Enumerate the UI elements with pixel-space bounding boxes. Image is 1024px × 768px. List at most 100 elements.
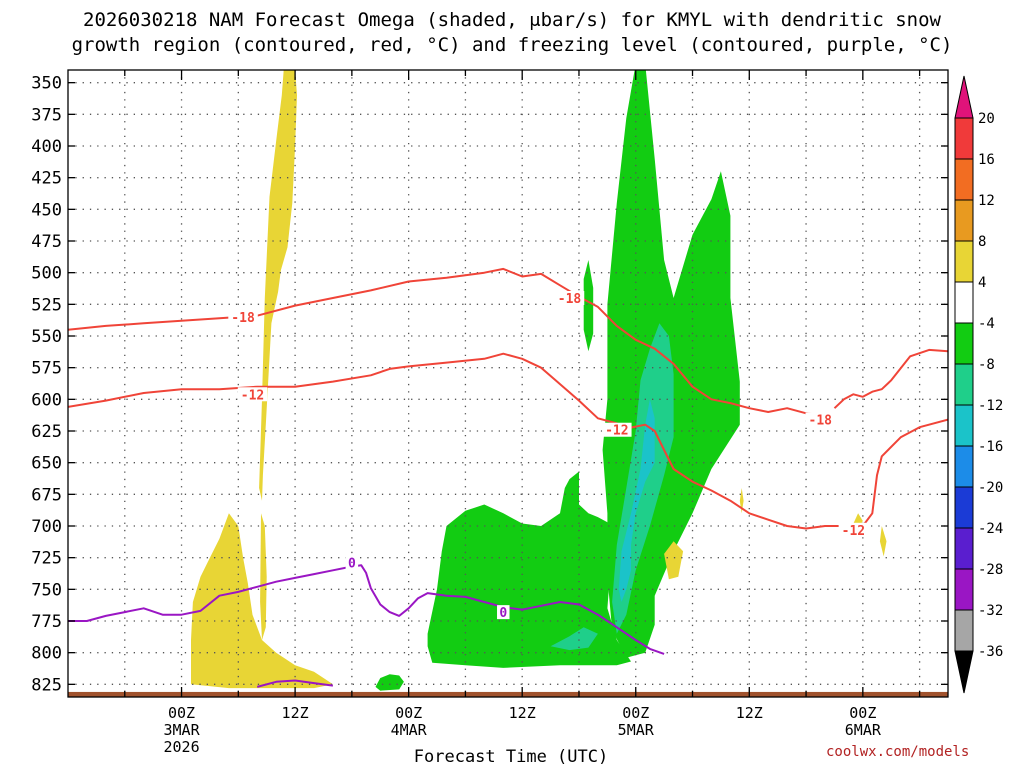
omega-region-8	[191, 513, 333, 689]
y-tick-label: 475	[31, 232, 62, 252]
contour-label-bg	[237, 387, 268, 402]
colorbar-label: -12	[978, 398, 1003, 414]
omega-region-1	[583, 260, 594, 352]
contour-label-3-1: 0	[499, 606, 507, 621]
colorbar-label: -24	[978, 521, 1003, 537]
colorbar-bin-8	[954, 445, 974, 488]
colorbar: 20 16 12 8 4 -4 -8 -12 -16 -20 -24 -28 -32 -36	[954, 75, 1003, 694]
x-tick-label: 00Z	[849, 704, 876, 722]
colorbar-label: 20	[978, 111, 995, 127]
colorbar-bin-9	[954, 486, 974, 529]
contour-label-bg	[805, 412, 836, 427]
omega-region-3	[375, 674, 404, 691]
colorbar-bin-1	[954, 158, 974, 201]
grid-layer	[68, 70, 948, 697]
y-tick-label: 725	[31, 549, 62, 569]
omega-region-6	[618, 399, 655, 602]
x-tick-label: 3MAR	[163, 721, 200, 739]
colorbar-label: -20	[978, 480, 1003, 496]
y-tick-label: 450	[31, 200, 62, 220]
y-tick-label: 775	[31, 612, 62, 632]
colorbar-label: -28	[978, 562, 1003, 578]
x-tick-label: 12Z	[509, 704, 536, 722]
y-tick-label: 650	[31, 454, 62, 474]
y-tick-label: 525	[31, 295, 62, 315]
chart-title-line-1: 2026030218 NAM Forecast Omega (shaded, μ…	[83, 9, 941, 31]
chart-title-line-2: growth region (contoured, red, °C) and f…	[71, 34, 953, 56]
y-tick-label: 700	[31, 517, 62, 537]
ground-layer	[68, 691, 948, 697]
colorbar-label: -36	[978, 644, 1003, 660]
x-tick-label: 2026	[163, 738, 199, 756]
y-tick-label: 750	[31, 580, 62, 600]
x-tick-label: 00Z	[395, 704, 422, 722]
omega-region-5	[550, 627, 598, 651]
colorbar-bin-11	[954, 568, 974, 611]
contour-line-2	[833, 348, 948, 409]
contour-label-0-1: -18	[558, 292, 582, 307]
y-tick-label: 550	[31, 327, 62, 347]
y-tick-label: 825	[31, 675, 62, 695]
contour-label-3-0: 0	[348, 557, 356, 572]
y-tick-label: 500	[31, 264, 62, 284]
contour-label-0-0: -18	[231, 311, 255, 326]
y-tick-label: 675	[31, 485, 62, 505]
colorbar-label: -16	[978, 439, 1003, 455]
colorbar-label: -32	[978, 603, 1003, 619]
y-tick-label: 600	[31, 390, 62, 410]
omega-region-2	[427, 471, 631, 668]
colorbar-label: 16	[978, 152, 995, 168]
x-tick-label: 00Z	[622, 704, 649, 722]
omega-region-7	[259, 70, 297, 501]
ground-strip	[68, 691, 948, 697]
x-tick-label: 5MAR	[618, 721, 655, 739]
colorbar-bin-5	[954, 322, 974, 365]
contour-label-bg	[838, 522, 869, 537]
contour-label-1-2: -12	[842, 524, 865, 539]
x-tick-label: 6MAR	[845, 721, 882, 739]
y-tick-label: 800	[31, 644, 62, 664]
colorbar-bin-4	[954, 281, 974, 324]
contour-line-4	[256, 679, 334, 688]
colorbar-over-arrow	[954, 75, 974, 119]
colorbar-label: 8	[978, 234, 986, 250]
contour-label-bg	[345, 555, 359, 570]
contour-line-1	[68, 352, 948, 530]
contour-label-0-2: -18	[809, 414, 833, 429]
contour-label-bg	[554, 291, 585, 305]
x-tick-label: 12Z	[282, 704, 309, 722]
axes-layer: 350 375 400 425 450 475 500 525 550 575 600 625 650 6…	[31, 69, 949, 756]
y-tick-label: 400	[31, 137, 62, 157]
colorbar-bin-0	[954, 117, 974, 160]
y-tick-label: 350	[31, 74, 62, 94]
colorbar-bin-6	[954, 363, 974, 406]
colorbar-label: -4	[978, 316, 995, 332]
omega-region-10	[664, 541, 684, 580]
colorbar-label: 12	[978, 193, 995, 209]
contour-label-bg	[602, 422, 632, 437]
colorbar-under-arrow	[954, 650, 974, 694]
colorbar-bin-12	[954, 609, 974, 652]
x-tick-label: 4MAR	[391, 721, 428, 739]
contour-label-1-1: -12	[605, 424, 628, 439]
omega-region-9	[260, 513, 267, 640]
x-tick-label: 12Z	[736, 704, 763, 722]
colorbar-label: 4	[978, 275, 986, 291]
x-axis-label: Forecast Time (UTC)	[413, 747, 609, 767]
plot-frame	[67, 69, 949, 698]
contour-label-bg	[497, 605, 510, 620]
colorbar-bin-2	[954, 199, 974, 242]
omega-region-13	[879, 526, 887, 557]
colorbar-label: -8	[978, 357, 995, 373]
colorbar-bin-7	[954, 404, 974, 447]
contour-line-3	[68, 564, 665, 655]
contour-label-bg	[228, 310, 258, 324]
contour-layer: -18 -18 -18 -12 -12 -12 0 0	[68, 267, 948, 688]
credit-text: coolwx.com/models	[826, 744, 970, 760]
colorbar-bin-3	[954, 240, 974, 283]
contour-label-1-0: -12	[241, 388, 264, 403]
y-tick-label: 575	[31, 359, 62, 379]
x-tick-label: 00Z	[168, 704, 195, 722]
y-tick-label: 425	[31, 169, 62, 189]
